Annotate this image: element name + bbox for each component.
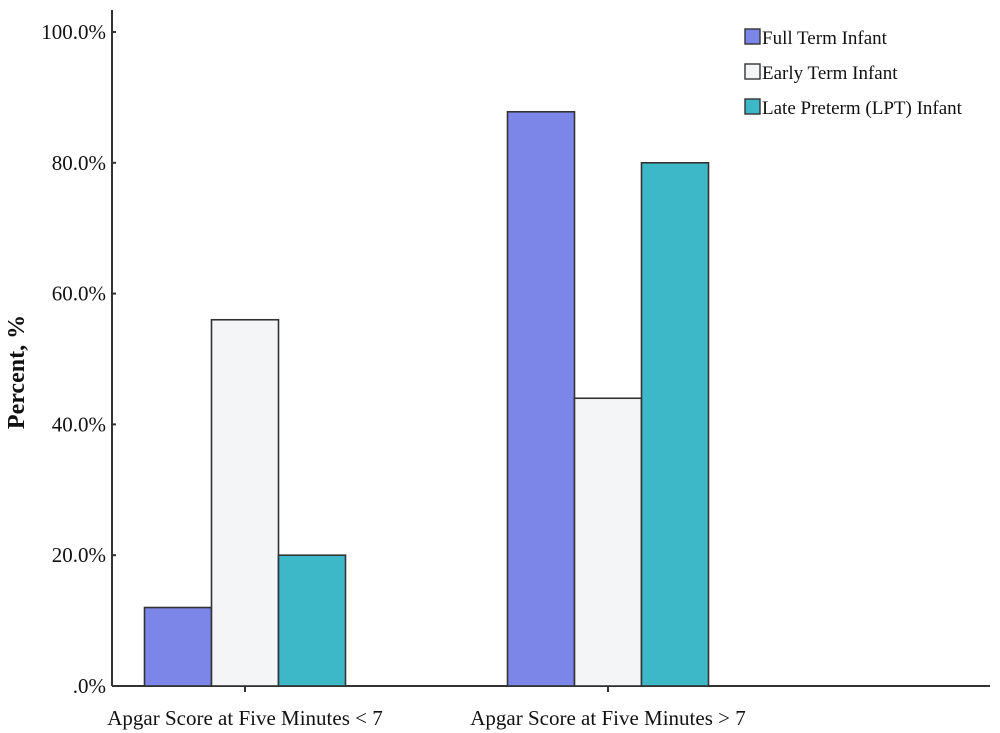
legend-label: Early Term Infant — [762, 63, 898, 84]
y-tick-label: 100.0% — [41, 20, 106, 44]
bar-1-group-2 — [506, 110, 576, 687]
x-category-label: Apgar Score at Five Minutes < 7 — [107, 706, 382, 730]
legend-swatch — [744, 63, 761, 80]
bars — [143, 110, 710, 687]
x-axis: Apgar Score at Five Minutes < 7 Apgar Sco… — [107, 685, 990, 730]
legend-swatch — [744, 28, 761, 45]
legend-swatch — [744, 98, 761, 115]
legend-label: Late Preterm (LPT) Infant — [762, 98, 963, 119]
y-tick-label: .0% — [73, 674, 106, 698]
bar-3-group-2 — [640, 162, 710, 687]
y-tick-label: 60.0% — [52, 282, 106, 306]
legend: Full Term Infant Early Term Infant Late Pr… — [744, 28, 963, 119]
x-category-label: Apgar Score at Five Minutes > 7 — [470, 706, 745, 730]
legend-label: Full Term Infant — [762, 28, 888, 49]
bar-2-group-1 — [210, 318, 280, 687]
y-axis-title: Percent, % — [4, 315, 30, 429]
y-tick-label: 80.0% — [52, 151, 106, 175]
y-tick-label: 40.0% — [52, 412, 106, 436]
y-axis: .0% 20.0% 40.0% 60.0% 80.0% 100.0% — [41, 10, 116, 698]
bar-3-group-1 — [277, 554, 347, 687]
bar-2-group-2 — [573, 397, 643, 687]
bar-1-group-1 — [143, 606, 213, 687]
y-tick-label: 20.0% — [52, 543, 106, 567]
